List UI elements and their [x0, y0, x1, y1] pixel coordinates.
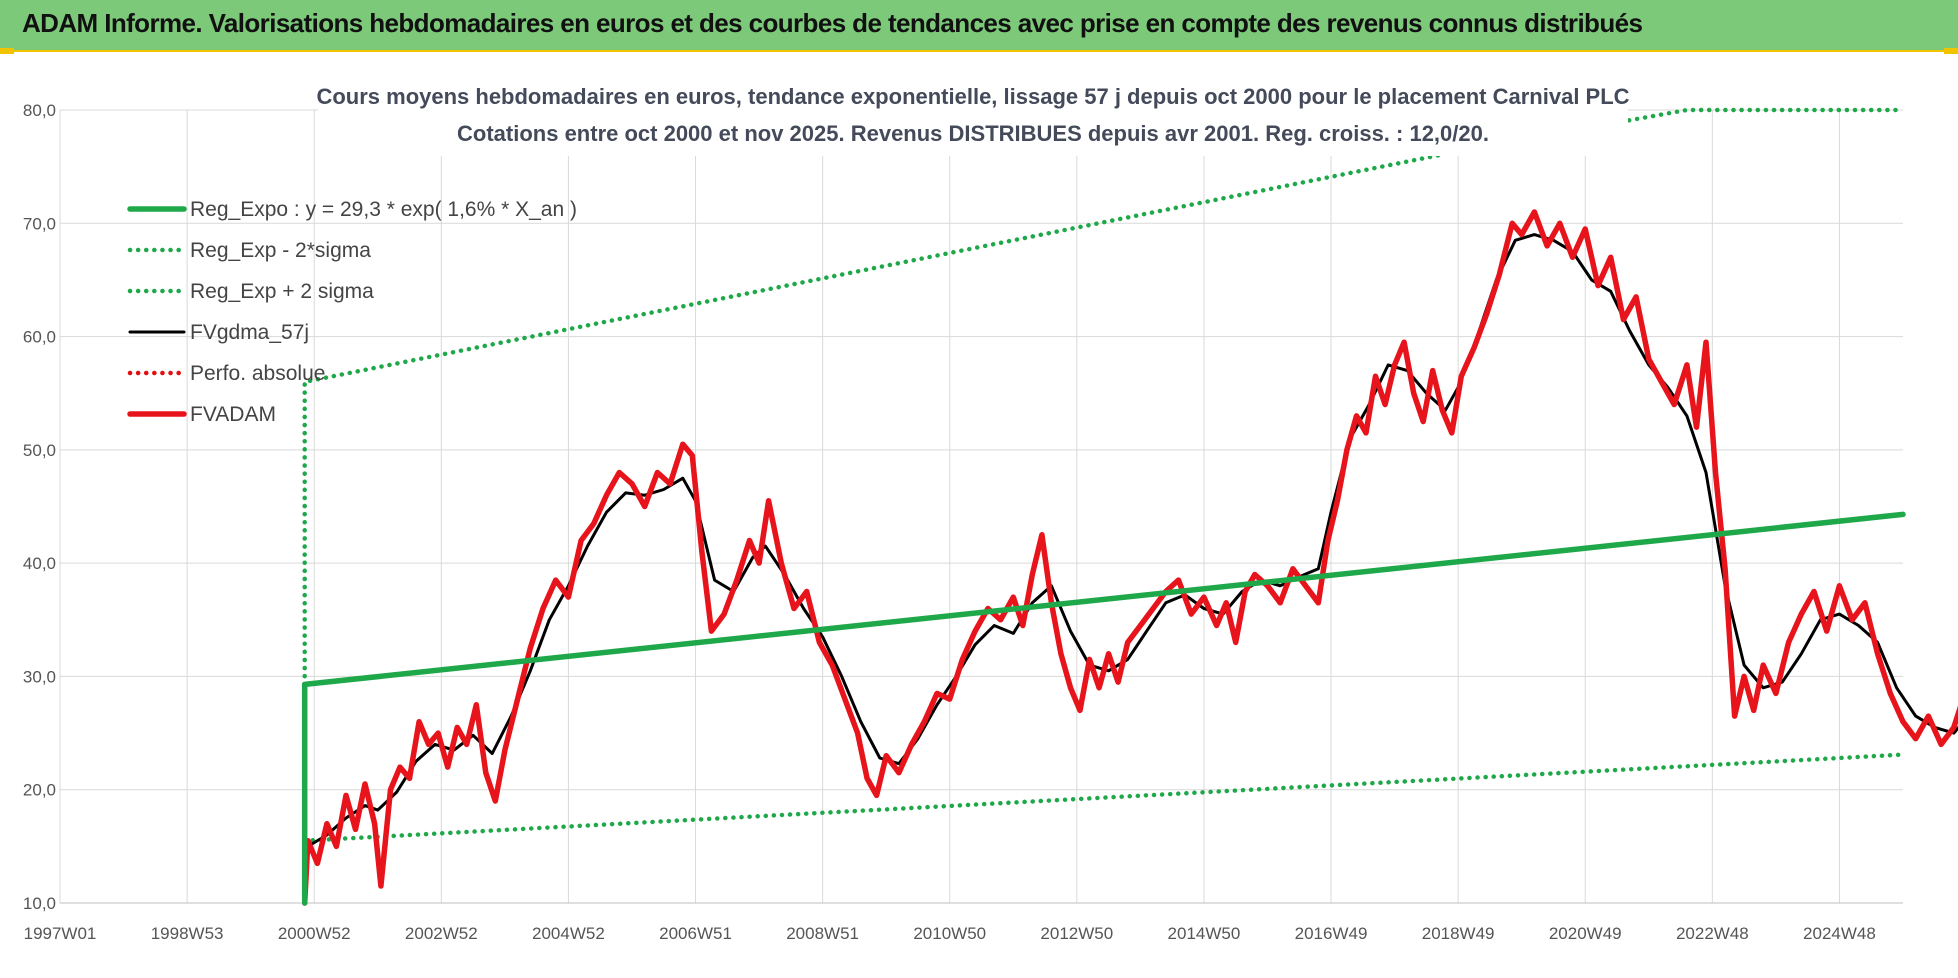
legend-label-2: Reg_Exp + 2 sigma [190, 280, 374, 303]
x-tick-label: 2000W52 [278, 924, 351, 943]
x-tick-label: 2002W52 [405, 924, 478, 943]
y-tick-label: 50,0 [23, 441, 56, 460]
x-tick-label: 2016W49 [1295, 924, 1368, 943]
x-tick-label: 1997W01 [24, 924, 97, 943]
x-tick-label: 2022W48 [1676, 924, 1749, 943]
legend-label-5: FVADAM [190, 403, 276, 426]
x-tick-label: 1998W53 [151, 924, 224, 943]
x-tick-label: 2014W50 [1168, 924, 1241, 943]
series-line-3 [306, 233, 1958, 848]
series-lines [301, 107, 1958, 906]
series-line-0 [301, 511, 1906, 906]
x-tick-label: 2006W51 [659, 924, 732, 943]
chart-title-line-2: Cotations entre oct 2000 et nov 2025. Re… [457, 121, 1489, 146]
x-tick-label: 2004W52 [532, 924, 605, 943]
chart-title-line-1: Cours moyens hebdomadaires en euros, ten… [316, 84, 1629, 109]
corner-marker-left [0, 48, 14, 54]
x-axis-ticks: 1997W01 1998W53 2000W52 2002W52 2004W52 2006W… [24, 924, 1876, 943]
y-tick-label: 40,0 [23, 554, 56, 573]
legend-label-4: Perfo. absolue [190, 362, 325, 385]
y-axis-ticks: 10,0 20,0 30,0 40,0 50,0 60,0 70,0 80,0 [23, 101, 56, 913]
legend-label-0: Reg_Expo : y = 29,3 * exp( 1,6% * X_an ) [190, 198, 577, 221]
y-tick-label: 10,0 [23, 894, 56, 913]
corner-marker-right [1944, 48, 1958, 54]
series-line-2 [302, 107, 1906, 906]
series-line-1 [302, 752, 1906, 843]
banner-title: ADAM Informe. Valorisations hebdomadaire… [22, 8, 1643, 38]
report-banner: ADAM Informe. Valorisations hebdomadaire… [0, 0, 1958, 52]
chart-title-background [318, 72, 1628, 156]
x-tick-label: 2010W50 [913, 924, 986, 943]
legend-label-1: Reg_Exp - 2*sigma [190, 239, 371, 262]
y-tick-label: 30,0 [23, 667, 56, 686]
y-tick-label: 70,0 [23, 214, 56, 233]
y-tick-label: 80,0 [23, 101, 56, 120]
y-tick-label: 60,0 [23, 328, 56, 347]
legend: Reg_Expo : y = 29,3 * exp( 1,6% * X_an )… [127, 198, 577, 426]
gridlines [59, 109, 1903, 904]
x-tick-label: 2018W49 [1422, 924, 1495, 943]
x-tick-label: 2012W50 [1040, 924, 1113, 943]
legend-label-3: FVgdma_57j [190, 321, 309, 344]
x-tick-label: 2024W48 [1803, 924, 1876, 943]
chart-title: Cours moyens hebdomadaires en euros, ten… [316, 72, 1630, 156]
y-tick-label: 20,0 [23, 781, 56, 800]
x-tick-label: 2008W51 [786, 924, 859, 943]
x-tick-label: 2020W49 [1549, 924, 1622, 943]
series-line-5 [301, 209, 1958, 906]
